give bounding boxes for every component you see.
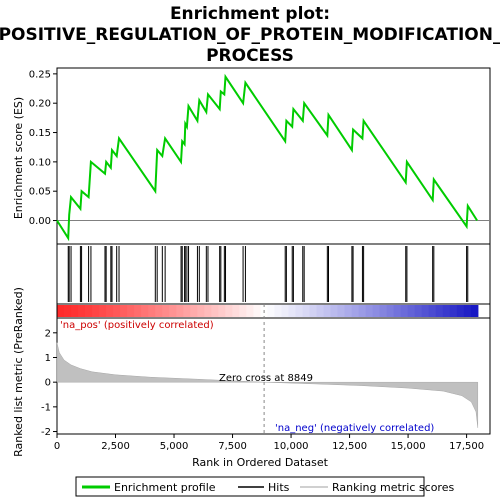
legend-hits-label: Hits (268, 481, 290, 494)
color-bar-segment (386, 305, 395, 317)
metric-x-tick-label: 7,500 (218, 441, 247, 452)
color-bar-segment (64, 305, 72, 317)
metric-y-tick-label: 2 (45, 328, 51, 339)
metric-x-tick-label: 17,500 (449, 441, 484, 452)
color-bar-segment (120, 305, 128, 317)
color-bar-segment (106, 305, 114, 317)
color-bar-segment (358, 305, 367, 317)
metric-y-tick-label: 1 (45, 353, 51, 364)
color-bar-segment (211, 305, 219, 317)
metric-x-tick-label: 10,000 (274, 441, 309, 452)
es-y-tick-label: 0.00 (29, 216, 51, 227)
legend-profile-label: Enrichment profile (114, 481, 216, 494)
hits-panel-frame (56, 243, 491, 305)
color-bar-segment (421, 305, 430, 317)
color-bar-segment (393, 305, 402, 317)
color-bar-segment (99, 305, 107, 317)
positive-correlation-label: 'na_pos' (positively correlated) (60, 320, 214, 331)
metric-x-tick-label: 15,000 (391, 441, 426, 452)
rank-color-bar (57, 305, 479, 317)
chart-title-line-2: POSITIVE_REGULATION_OF_PROTEIN_MODIFICAT… (0, 25, 500, 45)
color-bar-segment (246, 305, 254, 317)
color-bar-segment (463, 305, 472, 317)
color-bar-segment (323, 305, 332, 317)
metric-x-tick-label: 0 (54, 441, 60, 452)
color-bar-segment (141, 305, 149, 317)
negative-correlation-label: 'na_neg' (negatively correlated) (275, 423, 434, 434)
color-bar-segment (155, 305, 163, 317)
color-bar-segment (344, 305, 353, 317)
color-bar-segment (316, 305, 325, 317)
color-bar-segment (351, 305, 360, 317)
color-bar-segment (288, 305, 297, 317)
color-bar-segment (442, 305, 451, 317)
color-bar-segment (365, 305, 374, 317)
color-bar-segment (449, 305, 458, 317)
metric-x-tick-label: 5,000 (160, 441, 189, 452)
metric-y-tick-label: -1 (41, 402, 51, 413)
color-bar-segment (218, 305, 226, 317)
color-bar-segment (253, 305, 262, 317)
color-bar-segment (281, 305, 290, 317)
es-panel-frame (56, 67, 491, 245)
color-bar-segment (372, 305, 381, 317)
color-bar-segment (148, 305, 156, 317)
metric-y-ticks: -2 -1 0 1 2 (41, 328, 57, 438)
color-bar-segment (435, 305, 444, 317)
metric-x-tick-label: 12,500 (332, 441, 367, 452)
es-y-ticks: 0.00 0.05 0.10 0.15 0.20 0.25 (29, 69, 57, 227)
legend-metric-label: Ranking metric scores (332, 481, 454, 494)
metric-y-axis-label: Ranked list metric (PreRanked) (12, 287, 25, 457)
color-bar-segment (71, 305, 79, 317)
color-bar-segment (400, 305, 409, 317)
color-bar-segment (225, 305, 233, 317)
color-bar-segment (232, 305, 240, 317)
metric-y-tick-label: -2 (41, 427, 51, 438)
color-bar-segment (309, 305, 318, 317)
color-bar-segment (169, 305, 177, 317)
enrichment-profile-line (56, 73, 478, 242)
color-bar-segment (302, 305, 311, 317)
color-bar-segment (183, 305, 191, 317)
color-bar-segment (330, 305, 339, 317)
color-bar-segment (57, 305, 65, 317)
color-bar-segment (274, 305, 283, 317)
metric-x-axis-label: Rank in Ordered Dataset (192, 456, 329, 469)
metric-x-tick-label: 2,500 (101, 441, 130, 452)
color-bar-segment (78, 305, 86, 317)
color-bar-segment (190, 305, 198, 317)
color-bar-segment (127, 305, 135, 317)
color-bar-segment (407, 305, 416, 317)
es-y-axis-label: Enrichment score (ES) (12, 97, 25, 219)
color-bar-segment (204, 305, 212, 317)
color-bar-segment (414, 305, 423, 317)
es-y-tick-label: 0.10 (29, 157, 51, 168)
color-bar-segment (176, 305, 184, 317)
color-bar-segment (456, 305, 465, 317)
zero-cross-label: Zero cross at 8849 (219, 373, 313, 384)
es-y-tick-label: 0.25 (29, 69, 51, 80)
color-bar-segment (92, 305, 100, 317)
color-bar-segment (470, 305, 479, 317)
hit-marks (67, 246, 469, 302)
color-bar-segment (239, 305, 247, 317)
color-bar-segment (428, 305, 437, 317)
color-bar-segment (267, 305, 276, 317)
metric-x-ticks: 0 2,500 5,000 7,500 10,000 12,500 15,000 17,500 (54, 434, 484, 452)
color-bar-segment (85, 305, 93, 317)
chart-title-line-3: PROCESS (206, 46, 294, 66)
color-bar-segment (134, 305, 142, 317)
color-bar-segment (295, 305, 304, 317)
color-bar-segment (379, 305, 388, 317)
es-y-tick-label: 0.20 (29, 99, 51, 110)
color-bar-segment (337, 305, 346, 317)
color-bar-segment (162, 305, 170, 317)
es-y-tick-label: 0.15 (29, 128, 51, 139)
color-bar-segment (197, 305, 205, 317)
es-y-tick-label: 0.05 (29, 187, 51, 198)
chart-title-line-1: Enrichment plot: (170, 4, 330, 24)
metric-y-tick-label: 0 (45, 378, 51, 389)
color-bar-segment (113, 305, 121, 317)
